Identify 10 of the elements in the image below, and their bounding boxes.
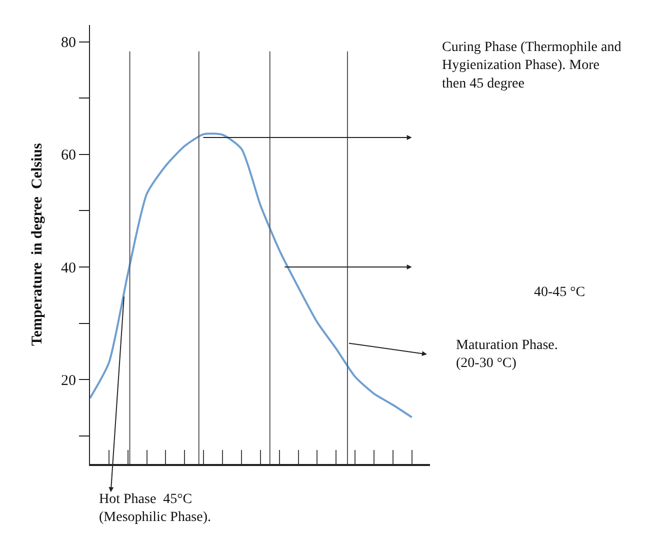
text: Curing Phase (Thermophile and Hygienization Phase). More then 45 degree	[442, 40, 622, 92]
y-tick-label: 80	[61, 35, 76, 52]
y-tick-label: 40	[61, 260, 76, 276]
text: 40-45 °C	[534, 285, 586, 300]
y-tick-label: 20	[61, 372, 76, 389]
text: Hot Phase 45°C (Mesophilic Phase).	[99, 492, 211, 526]
text: Maturation Phase. (20-30 °C)	[456, 338, 558, 372]
y-tick-label: 60	[61, 148, 76, 164]
line-series	[90, 132, 413, 418]
y-axis-title: Temperature in degree Celsius	[29, 143, 46, 346]
